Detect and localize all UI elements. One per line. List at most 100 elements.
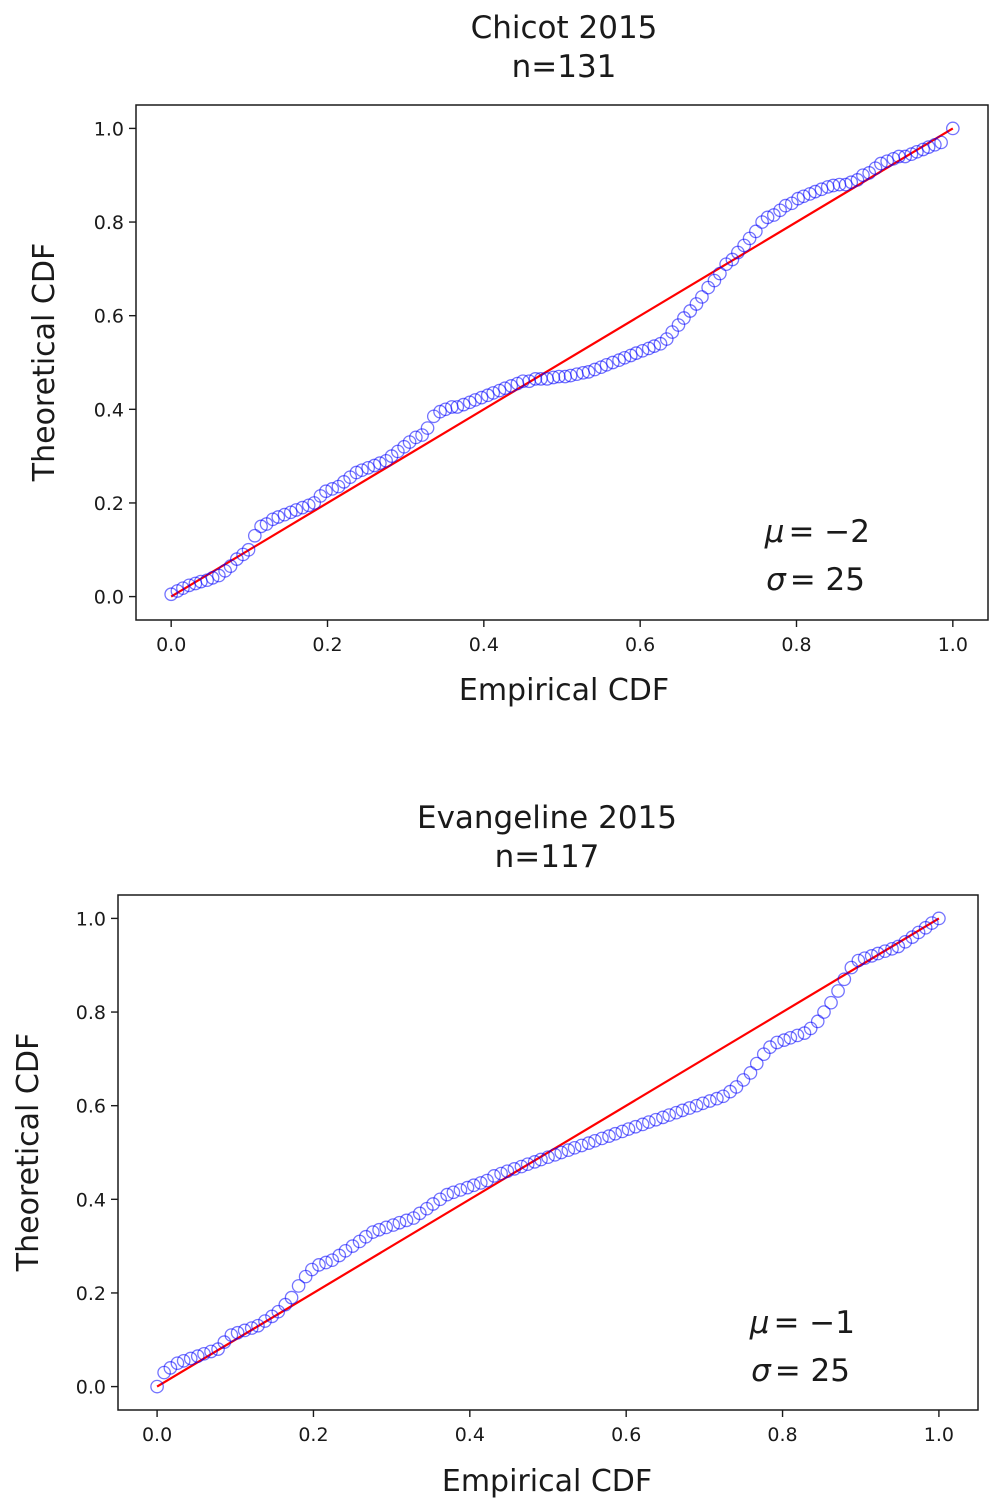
data-point [487, 1169, 501, 1183]
data-point [355, 463, 369, 478]
data-point [361, 460, 376, 475]
data-point [615, 1124, 630, 1139]
data-point [817, 1005, 831, 1019]
chart-subtitle: n=131 [512, 49, 617, 85]
data-point [277, 507, 292, 522]
data-point [617, 350, 632, 365]
data-point [345, 1239, 360, 1253]
plot-frame [117, 894, 979, 1411]
data-point [237, 1323, 252, 1338]
data-point [420, 421, 435, 435]
data-point [258, 1314, 272, 1328]
x-tick-label: 0.6 [625, 634, 655, 656]
data-point [689, 297, 704, 311]
data-point [574, 1138, 589, 1153]
data-point [716, 1089, 730, 1104]
data-point [710, 1091, 724, 1106]
y-tick-label: 0.4 [94, 399, 124, 421]
data-point [749, 1056, 764, 1071]
mu-annotation: μ = −1 [749, 1305, 855, 1341]
data-point [291, 1279, 306, 1293]
chart-panel-evangeline: Evangeline 2015 n=117 Empirical CDF Theo… [11, 800, 979, 1499]
data-point [581, 1136, 596, 1150]
data-point [689, 1098, 704, 1113]
data-point [629, 346, 644, 360]
x-tick-label: 0.6 [611, 1424, 641, 1446]
y-tick-label: 0.0 [76, 1377, 106, 1399]
data-point [453, 1183, 468, 1197]
data-point [554, 1145, 569, 1160]
data-point [621, 1122, 636, 1136]
data-point [548, 1147, 562, 1162]
data-point [204, 1344, 218, 1359]
data-point [844, 960, 859, 975]
data-point [921, 140, 936, 154]
data-point [675, 1103, 690, 1118]
x-axis-ticks: 0.0 0.2 0.4 0.6 0.8 1.0 [156, 620, 968, 656]
data-point [244, 1321, 259, 1335]
data-point [662, 1108, 677, 1122]
data-point [527, 1155, 542, 1169]
data-point [170, 1356, 185, 1371]
data-point [520, 1157, 535, 1172]
x-tick-label: 0.0 [156, 634, 186, 656]
data-point [635, 1117, 650, 1132]
data-point [898, 934, 913, 949]
data-point [284, 1290, 299, 1305]
data-point [466, 1178, 481, 1193]
data-point [338, 1243, 353, 1258]
data-point [230, 1325, 245, 1340]
y-axis-label: Theoretical CDF [11, 1033, 46, 1272]
data-point [164, 587, 179, 602]
data-point [325, 482, 340, 496]
data-point [176, 1353, 191, 1368]
data-point [682, 1101, 697, 1115]
data-point [736, 1073, 751, 1087]
data-point [803, 1021, 818, 1036]
chart-title: Chicot 2015 [471, 10, 658, 46]
data-point [486, 386, 501, 400]
y-tick-label: 0.0 [94, 587, 124, 609]
y-tick-label: 1.0 [76, 908, 106, 930]
data-point [319, 484, 333, 499]
data-point [500, 1164, 515, 1179]
data-point [856, 168, 870, 183]
data-point [810, 1014, 825, 1029]
data-point [561, 1143, 576, 1158]
data-point [498, 381, 512, 396]
data-point [831, 984, 845, 998]
data-point [372, 1222, 386, 1237]
data-point [702, 1094, 717, 1108]
data-point [898, 149, 912, 164]
y-axis-ticks: 0.0 0.2 0.4 0.6 0.8 1.0 [76, 908, 118, 1399]
data-point [725, 252, 740, 267]
data-point [358, 1229, 373, 1244]
x-tick-label: 0.0 [142, 1424, 172, 1446]
sigma-annotation: σ = 25 [766, 562, 865, 598]
sigma-annotation: σ = 25 [751, 1353, 850, 1389]
data-point [514, 1159, 529, 1174]
x-axis-ticks: 0.0 0.2 0.4 0.6 0.8 1.0 [142, 1410, 954, 1446]
data-point [473, 1176, 488, 1190]
chart-title: Evangeline 2015 [417, 800, 677, 836]
data-point [541, 1150, 555, 1165]
data-point [878, 944, 892, 959]
data-point [743, 1066, 758, 1080]
identity-line [170, 127, 954, 598]
data-point [837, 972, 852, 987]
data-point [755, 215, 769, 229]
y-tick-label: 0.6 [76, 1096, 106, 1118]
data-point [695, 1096, 710, 1111]
data-point [635, 343, 650, 358]
x-tick-label: 0.2 [312, 634, 342, 656]
data-point [945, 121, 960, 136]
x-tick-label: 1.0 [924, 1424, 954, 1446]
data-point [251, 1318, 265, 1333]
data-point [790, 1028, 805, 1043]
data-point [271, 510, 286, 524]
data-point [305, 1262, 319, 1277]
data-point [392, 1215, 407, 1230]
data-point [864, 949, 879, 963]
data-point [778, 198, 793, 213]
data-point [319, 1255, 333, 1270]
